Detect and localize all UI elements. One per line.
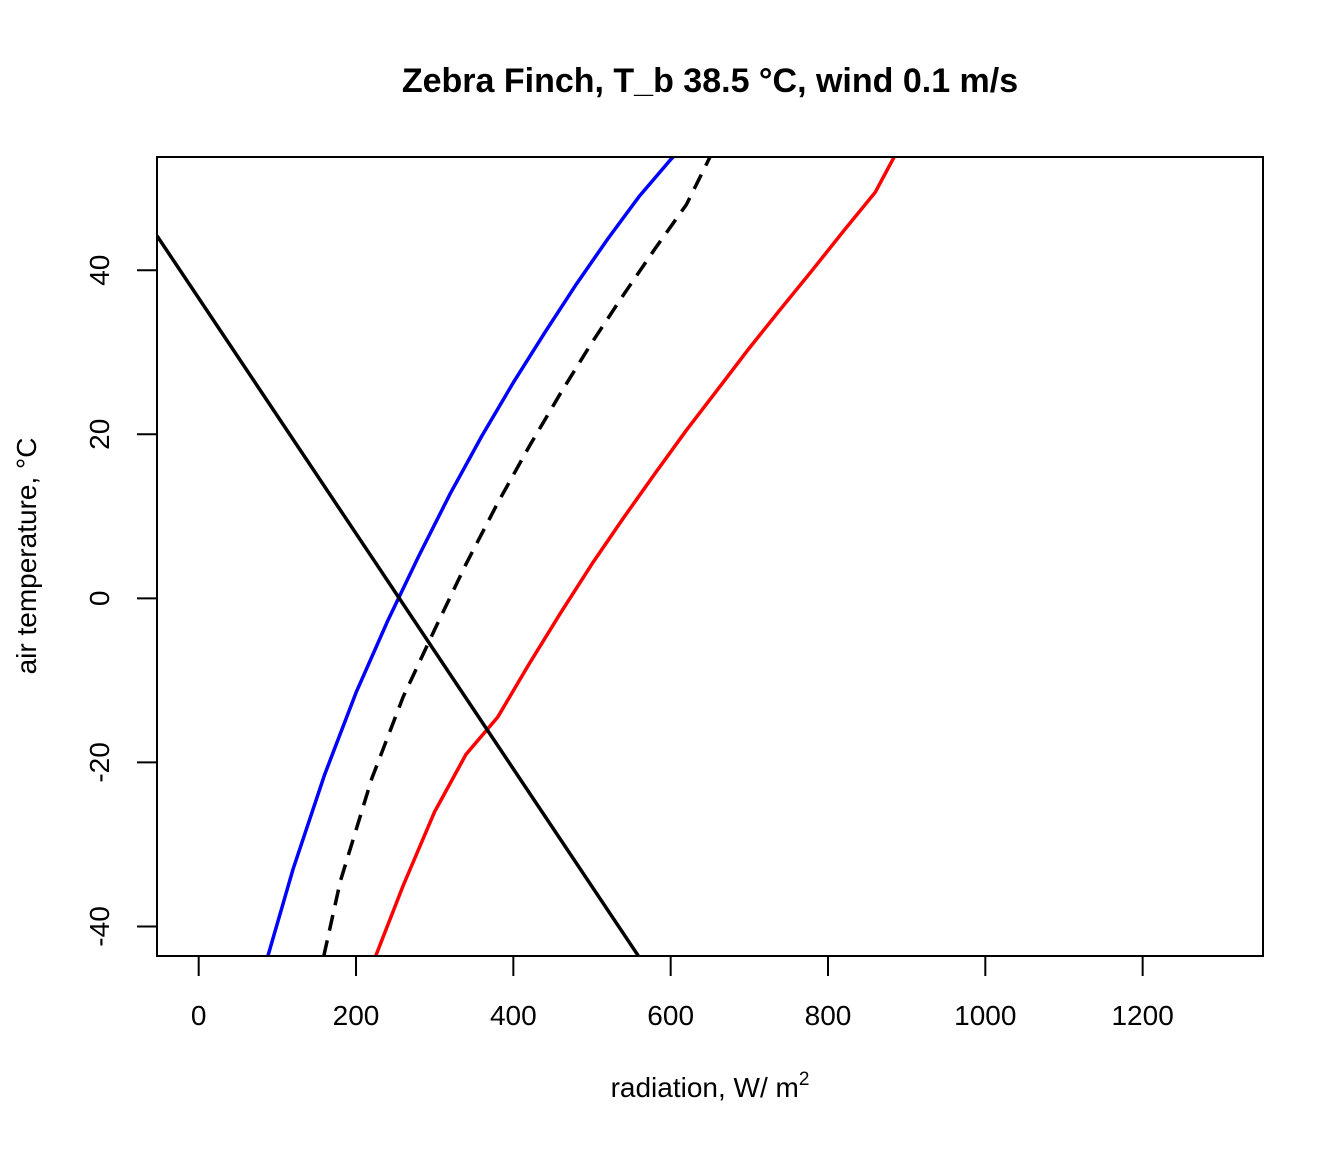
x-axis-label: radiation, W/ m2 [611,1069,810,1103]
x-tick-label: 800 [805,1000,852,1031]
x-tick-label: 400 [490,1000,537,1031]
series-layer [157,157,896,956]
series-line-1 [266,157,676,956]
x-tick-label: 1200 [1111,1000,1173,1031]
y-tick-label: -20 [84,742,115,782]
x-axis: 0 200 400 600 800 1000 1200 [191,955,1174,1031]
y-tick-label: 20 [84,419,115,450]
y-tick-label: 40 [84,255,115,286]
x-tick-label: 600 [647,1000,694,1031]
series-line-3 [374,157,896,956]
x-axis-label-text: radiation, W/ m [611,1072,799,1103]
x-axis-label-superscript: 2 [799,1069,810,1090]
series-line-4 [157,234,640,956]
y-axis-label: air temperature, °C [11,438,42,675]
x-tick-label: 0 [191,1000,207,1031]
y-axis: -40 -20 0 20 40 [84,255,158,947]
y-tick-label: 0 [84,591,115,607]
chart-title: Zebra Finch, T_b 38.5 °C, wind 0.1 m/s [402,62,1018,100]
x-tick-label: 1000 [954,1000,1016,1031]
y-tick-label: -40 [84,906,115,946]
x-tick-label: 200 [333,1000,380,1031]
